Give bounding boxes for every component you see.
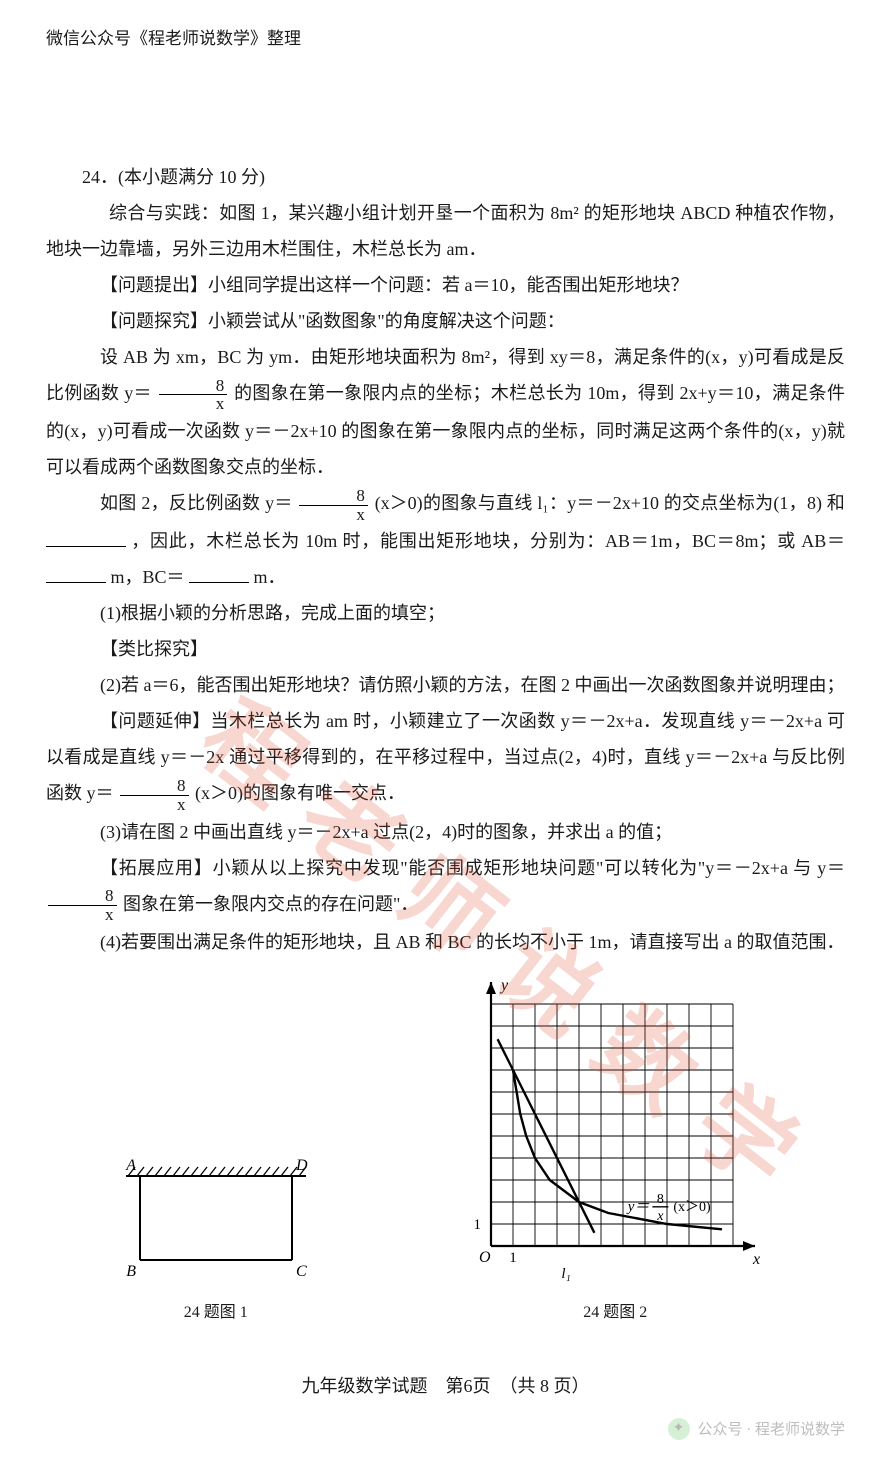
text-span: m．	[254, 567, 286, 587]
fraction-8-over-x: 8 x	[299, 487, 368, 524]
figure-1-block: A D B C 24 题图 1	[116, 1152, 316, 1322]
svg-text:8: 8	[657, 1192, 664, 1207]
text-span: (x＞0)的图象与直线 l₁：y＝－2x+10 的交点坐标为(1，8) 和	[375, 493, 845, 513]
page-footer: 九年级数学试题 第6页 （共 8 页）	[46, 1372, 845, 1398]
figures-row: A D B C 24 题图 1 1 1 Ox y l₁ y＝ 8 x (x＞0) 24 题图 2	[46, 982, 845, 1322]
fraction-num: 8	[159, 377, 228, 395]
fraction-den: x	[159, 394, 228, 413]
heading-tanjiu: 【问题探究】小颖尝试从"函数图象"的角度解决这个问题：	[46, 303, 845, 339]
heading-tichu: 【问题提出】小组同学提出这样一个问题：若 a＝10，能否围出矩形地块？	[46, 267, 845, 303]
wechat-icon: ✦	[668, 1418, 690, 1440]
analysis-paragraph: 设 AB 为 xm，BC 为 ym．由矩形地块面积为 8m²，得到 xy＝8，满…	[46, 339, 845, 485]
question-number: 24．(本小题满分 10 分)	[46, 159, 845, 195]
text-span: 【拓展应用】小颖从以上探究中发现"能否围成矩形地块问题"可以转化为"y＝－2x+…	[100, 858, 845, 878]
svg-text:D: D	[295, 1157, 308, 1174]
fraction-num: 8	[299, 487, 368, 505]
blank-fill	[46, 529, 126, 547]
svg-text:A: A	[125, 1157, 136, 1174]
text-span: 图象在第一象限内交点的存在问题"．	[123, 894, 418, 914]
intersection-paragraph: 如图 2，反比例函数 y＝ 8 x (x＞0)的图象与直线 l₁：y＝－2x+1…	[46, 485, 845, 595]
blank-fill	[189, 565, 249, 583]
text-span: ，因此，木栏总长为 10m 时，能围出矩形地块，分别为：AB＝1m，BC＝8m；…	[131, 531, 845, 551]
heading-tuozhan: 【拓展应用】小颖从以上探究中发现"能否围成矩形地块问题"可以转化为"y＝－2x+…	[46, 850, 845, 924]
wechat-watermark: ✦ 公众号 · 程老师说数学	[668, 1418, 846, 1440]
blank-fill	[46, 565, 106, 583]
subquestion-4: (4)若要围出满足条件的矩形地块，且 AB 和 BC 的长均不小于 1m，请直接…	[46, 924, 845, 960]
heading-yanshen: 【问题延伸】当木栏总长为 am 时，小颖建立了一次函数 y＝－2x+a．发现直线…	[46, 703, 845, 813]
svg-text:x: x	[657, 1209, 665, 1224]
text-span: 如图 2，反比例函数 y＝	[100, 493, 293, 513]
fraction-den: x	[299, 505, 368, 524]
figure-2-caption: 24 题图 2	[583, 1298, 647, 1322]
fraction-8-over-x: 8 x	[120, 777, 189, 814]
svg-text:y: y	[499, 982, 509, 994]
text-span: (x＞0)的图象有唯一交点．	[195, 783, 405, 803]
question-body: 24．(本小题满分 10 分) 综合与实践：如图 1，某兴趣小组计划开垦一个面积…	[46, 159, 845, 960]
svg-text:x: x	[752, 1251, 760, 1268]
svg-text:l₁: l₁	[562, 1266, 571, 1282]
heading-leibi: 【类比探究】	[46, 631, 845, 667]
fraction-num: 8	[120, 777, 189, 795]
svg-text:C: C	[296, 1263, 307, 1280]
figure-2-block: 1 1 Ox y l₁ y＝ 8 x (x＞0) 24 题图 2	[455, 982, 775, 1322]
fraction-8-over-x: 8 x	[159, 377, 228, 414]
figure-1-svg: A D B C	[116, 1152, 316, 1282]
figure-1-caption: 24 题图 1	[184, 1298, 248, 1322]
subquestion-2: (2)若 a＝6，能否围出矩形地块？请仿照小颖的方法，在图 2 中画出一次函数图…	[46, 667, 845, 703]
svg-text:O: O	[479, 1249, 491, 1266]
svg-text:(x＞0): (x＞0)	[674, 1200, 712, 1215]
svg-text:1: 1	[474, 1217, 482, 1233]
svg-text:1: 1	[510, 1250, 518, 1266]
fraction-8-over-x: 8 x	[48, 887, 117, 924]
svg-text:B: B	[126, 1263, 136, 1280]
fraction-den: x	[120, 795, 189, 814]
figure-2-svg: 1 1 Ox y l₁ y＝ 8 x (x＞0)	[455, 982, 775, 1282]
wechat-text: 公众号 · 程老师说数学	[698, 1418, 846, 1439]
fraction-den: x	[48, 905, 117, 924]
intro-paragraph: 综合与实践：如图 1，某兴趣小组计划开垦一个面积为 8m² 的矩形地块 ABCD…	[46, 195, 845, 267]
subquestion-1: (1)根据小颖的分析思路，完成上面的填空；	[46, 595, 845, 631]
fraction-num: 8	[48, 887, 117, 905]
text-span: m，BC＝	[111, 567, 185, 587]
svg-text:y＝: y＝	[626, 1199, 650, 1215]
subquestion-3: (3)请在图 2 中画出直线 y＝－2x+a 过点(2，4)时的图象，并求出 a…	[46, 814, 845, 850]
source-credit: 微信公众号《程老师说数学》整理	[46, 24, 845, 49]
